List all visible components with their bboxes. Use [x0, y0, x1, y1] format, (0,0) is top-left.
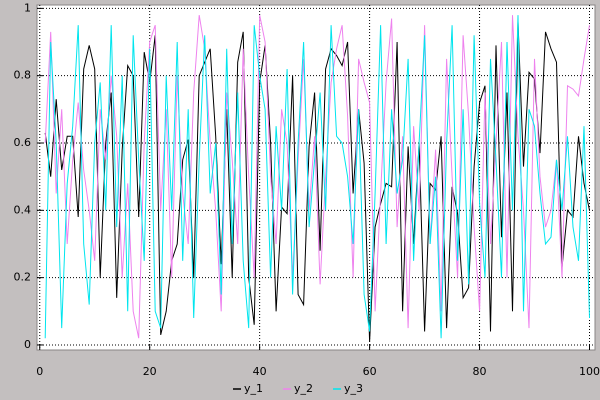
y-tick-label: 0.6 [14, 136, 32, 149]
x-tick-label: 20 [143, 365, 157, 378]
y-tick-label: 0 [24, 338, 31, 351]
x-tick-label: 60 [363, 365, 377, 378]
x-tick-label: 100 [579, 365, 600, 378]
x-tick-label: 40 [253, 365, 267, 378]
y-tick-label: 0.8 [14, 69, 32, 82]
line [44, 15, 590, 339]
x-tick-label: 0 [36, 365, 43, 378]
y-tick-label: 1 [24, 1, 31, 14]
legend-label: y_2 [294, 382, 313, 395]
line [44, 21, 590, 342]
legend-label: y_3 [344, 382, 363, 395]
legend-label: y_1 [244, 382, 263, 395]
y-tick-label: 0.2 [14, 271, 32, 284]
x-tick-label: 80 [473, 365, 487, 378]
line [44, 15, 590, 339]
y-tick-label: 0.4 [14, 203, 32, 216]
